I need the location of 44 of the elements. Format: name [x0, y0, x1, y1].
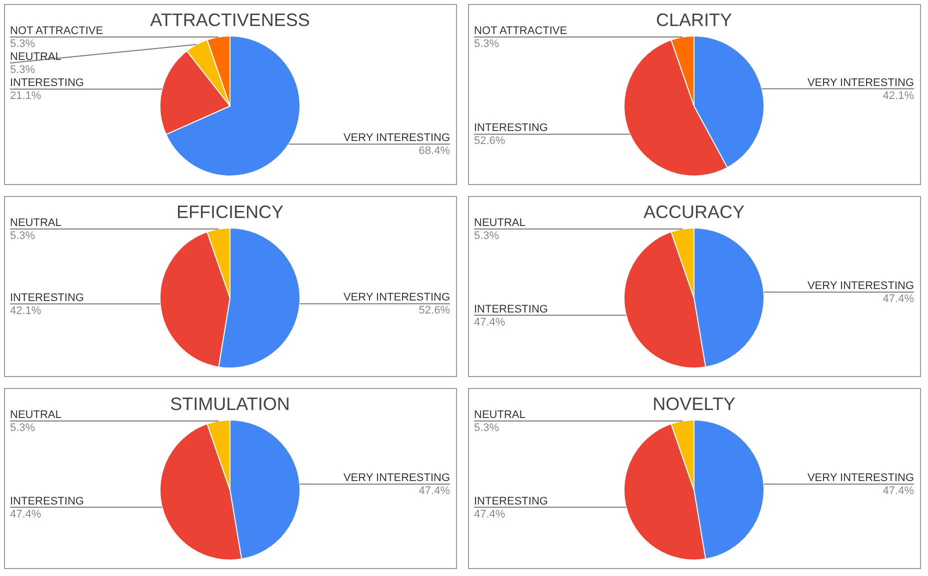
slice-label: NOT ATTRACTIVE	[474, 24, 568, 37]
data-label: 47.4%	[474, 316, 506, 328]
slice-label: INTERESTING	[474, 122, 548, 134]
chart-title: ACCURACY	[643, 202, 745, 222]
data-label: 42.1%	[882, 90, 914, 102]
slice-label: VERY INTERESTING	[807, 76, 914, 89]
slice-label: NEUTRAL	[10, 50, 62, 63]
slice-label: INTERESTING	[10, 292, 84, 304]
data-label: 68.4%	[418, 145, 450, 158]
slice-label: NEUTRAL	[10, 408, 62, 421]
data-label: 5.3%	[10, 64, 36, 76]
slice-label: INTERESTING	[474, 303, 548, 316]
slice-label: NEUTRAL	[10, 216, 62, 229]
slice-label: NEUTRAL	[474, 408, 526, 421]
data-label: 5.3%	[10, 422, 36, 434]
slice-label: VERY INTERESTING	[807, 280, 914, 292]
slice-label: NEUTRAL	[474, 216, 526, 229]
data-label: 47.4%	[418, 485, 450, 498]
slice-label: VERY INTERESTING	[807, 472, 914, 484]
data-label: 47.4%	[882, 485, 914, 498]
slice-label: VERY INTERESTING	[343, 292, 450, 304]
data-label: 47.4%	[474, 508, 506, 520]
data-label: 5.3%	[474, 38, 500, 50]
data-label: 47.4%	[882, 293, 914, 306]
data-label: 42.1%	[10, 304, 42, 317]
slice-label: INTERESTING	[10, 495, 84, 508]
slice-label: INTERESTING	[474, 495, 548, 508]
data-label: 21.1%	[10, 90, 42, 102]
data-label: 47.4%	[10, 508, 42, 520]
chart-title: NOVELTY	[652, 394, 736, 414]
data-label: 52.6%	[474, 135, 506, 148]
chart-title: ATTRACTIVENESS	[150, 10, 310, 30]
slice-label: VERY INTERESTING	[343, 472, 450, 484]
chart-title: STIMULATION	[170, 394, 290, 414]
chart-title: EFFICIENCY	[176, 202, 284, 222]
chart-title: CLARITY	[656, 10, 732, 30]
data-label: 5.3%	[10, 230, 36, 242]
slice-label: NOT ATTRACTIVE	[10, 24, 104, 37]
data-label: 5.3%	[10, 38, 36, 50]
data-label: 5.3%	[474, 422, 500, 434]
data-label: 5.3%	[474, 230, 500, 242]
slice-label: INTERESTING	[10, 77, 84, 90]
data-label: 52.6%	[418, 304, 450, 317]
slice-label: VERY INTERESTING	[343, 132, 450, 144]
